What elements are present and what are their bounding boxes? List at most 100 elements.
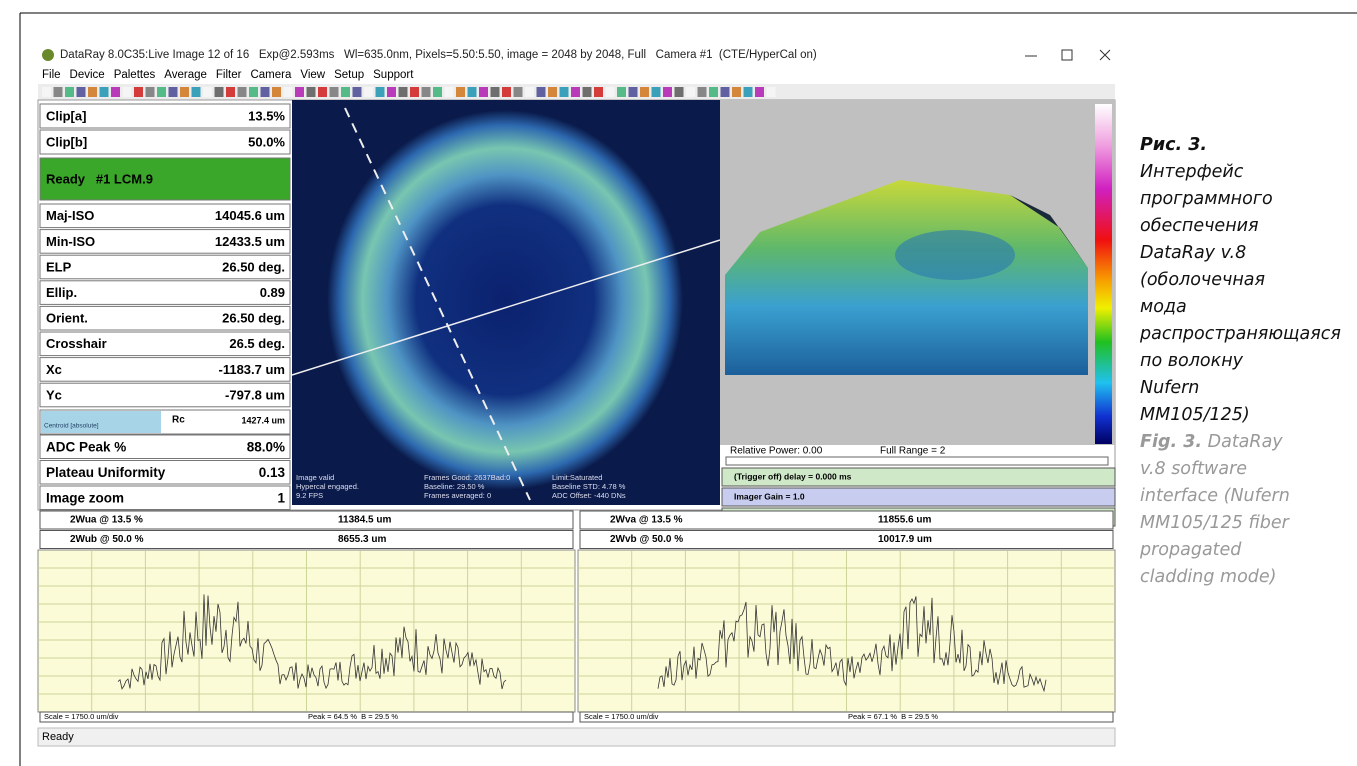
- toolbar-button[interactable]: [399, 87, 408, 97]
- toolbar-button[interactable]: [364, 87, 373, 97]
- centroid-name: Rc: [172, 415, 185, 426]
- toolbar-button[interactable]: [479, 87, 488, 97]
- caption-en: Fig. 3. DataRay v.8 software interface (…: [1140, 429, 1300, 591]
- toolbar-button[interactable]: [330, 87, 339, 97]
- toolbar-button[interactable]: [629, 87, 638, 97]
- app-icon: [42, 49, 54, 61]
- param-label: ADC Peak %: [46, 439, 126, 454]
- status-text: Ready: [42, 731, 74, 743]
- toolbar-button[interactable]: [410, 87, 419, 97]
- toolbar-button[interactable]: [249, 87, 258, 97]
- param-value: 0.89: [260, 285, 285, 300]
- param-label: Plateau Uniformity: [46, 465, 166, 480]
- toolbar-button[interactable]: [353, 87, 362, 97]
- beam-ring: [327, 110, 683, 490]
- toolbar-button[interactable]: [134, 87, 143, 97]
- caption-text: DataRay v.8 software interface (Nufern M…: [1140, 432, 1290, 587]
- toolbar-button[interactable]: [652, 87, 661, 97]
- param-row: [40, 281, 290, 305]
- width-value: 11384.5 um: [338, 515, 391, 526]
- toolbar-button[interactable]: [203, 87, 212, 97]
- toolbar-button[interactable]: [192, 87, 201, 97]
- toolbar-button[interactable]: [42, 87, 51, 97]
- toolbar-button[interactable]: [686, 87, 695, 97]
- toolbar-button[interactable]: [111, 87, 120, 97]
- param-label: Min-ISO: [46, 234, 95, 249]
- toolbar-button[interactable]: [767, 87, 776, 97]
- toolbar-button[interactable]: [123, 87, 132, 97]
- image-status: ADC Offset: -440 DNs: [552, 491, 626, 500]
- toolbar-button[interactable]: [387, 87, 396, 97]
- toolbar-button[interactable]: [755, 87, 764, 97]
- toolbar-button[interactable]: [491, 87, 500, 97]
- toolbar-button[interactable]: [146, 87, 155, 97]
- toolbar-button[interactable]: [445, 87, 454, 97]
- menu-item[interactable]: Filter: [216, 69, 242, 81]
- toolbar-button[interactable]: [226, 87, 235, 97]
- menu-item[interactable]: Setup: [334, 69, 364, 81]
- toolbar-button[interactable]: [215, 87, 224, 97]
- toolbar-button[interactable]: [525, 87, 534, 97]
- toolbar-button[interactable]: [54, 87, 63, 97]
- param-value: 12433.5 um: [215, 234, 285, 249]
- param-value: 14045.6 um: [215, 208, 285, 223]
- toolbar-button[interactable]: [295, 87, 304, 97]
- control-label: Imager Gain = 1.0: [734, 491, 805, 501]
- toolbar-button[interactable]: [341, 87, 350, 97]
- toolbar-button[interactable]: [77, 87, 86, 97]
- toolbar-button[interactable]: [284, 87, 293, 97]
- toolbar-button[interactable]: [272, 87, 281, 97]
- toolbar-button[interactable]: [180, 87, 189, 97]
- profile-peak: Peak = 64.5 % B = 29.5 %: [308, 712, 398, 721]
- toolbar-button[interactable]: [548, 87, 557, 97]
- toolbar-button[interactable]: [698, 87, 707, 97]
- toolbar-button[interactable]: [514, 87, 523, 97]
- toolbar-button[interactable]: [169, 87, 178, 97]
- toolbar-button[interactable]: [606, 87, 615, 97]
- image-status: Image valid: [296, 473, 334, 482]
- toolbar-button[interactable]: [65, 87, 74, 97]
- menu-item[interactable]: File: [42, 69, 61, 81]
- toolbar-button[interactable]: [571, 87, 580, 97]
- toolbar-button[interactable]: [238, 87, 247, 97]
- param-value: 26.50 deg.: [222, 311, 285, 326]
- toolbar-button[interactable]: [468, 87, 477, 97]
- toolbar-button[interactable]: [88, 87, 97, 97]
- toolbar-button[interactable]: [307, 87, 316, 97]
- menu-item[interactable]: Support: [373, 69, 414, 81]
- toolbar-button[interactable]: [732, 87, 741, 97]
- toolbar-button[interactable]: [502, 87, 511, 97]
- caption-label: Fig. 3.: [1140, 432, 1202, 452]
- menu-item[interactable]: Average: [164, 69, 207, 81]
- toolbar-button[interactable]: [318, 87, 327, 97]
- toolbar-button[interactable]: [675, 87, 684, 97]
- toolbar-button[interactable]: [594, 87, 603, 97]
- toolbar-button[interactable]: [157, 87, 166, 97]
- param-value: 88.0%: [247, 439, 285, 454]
- toolbar-button[interactable]: [433, 87, 442, 97]
- toolbar-button[interactable]: [560, 87, 569, 97]
- image-status: Baseline STD: 4.78 %: [552, 482, 626, 491]
- toolbar-button[interactable]: [744, 87, 753, 97]
- toolbar-button[interactable]: [422, 87, 431, 97]
- menu-item[interactable]: Camera: [250, 69, 292, 81]
- toolbar-button[interactable]: [721, 87, 730, 97]
- menu-item[interactable]: Device: [70, 69, 105, 81]
- color-bar: [1095, 104, 1112, 444]
- toolbar-button[interactable]: [100, 87, 109, 97]
- width-label: 2Wva @ 13.5 %: [610, 515, 683, 526]
- image-status: Frames Good: 2637Bad:0: [424, 473, 510, 482]
- relative-power: Relative Power: 0.00: [730, 446, 823, 457]
- toolbar-button[interactable]: [663, 87, 672, 97]
- toolbar-button[interactable]: [376, 87, 385, 97]
- toolbar-button[interactable]: [261, 87, 270, 97]
- menu-item[interactable]: View: [300, 69, 325, 81]
- toolbar-button[interactable]: [617, 87, 626, 97]
- toolbar-button[interactable]: [456, 87, 465, 97]
- toolbar-button[interactable]: [583, 87, 592, 97]
- toolbar-button[interactable]: [640, 87, 649, 97]
- toolbar-button[interactable]: [709, 87, 718, 97]
- menu-item[interactable]: Palettes: [114, 69, 156, 81]
- profile-scale: Scale = 1750.0 um/div: [584, 712, 659, 721]
- toolbar-button[interactable]: [537, 87, 546, 97]
